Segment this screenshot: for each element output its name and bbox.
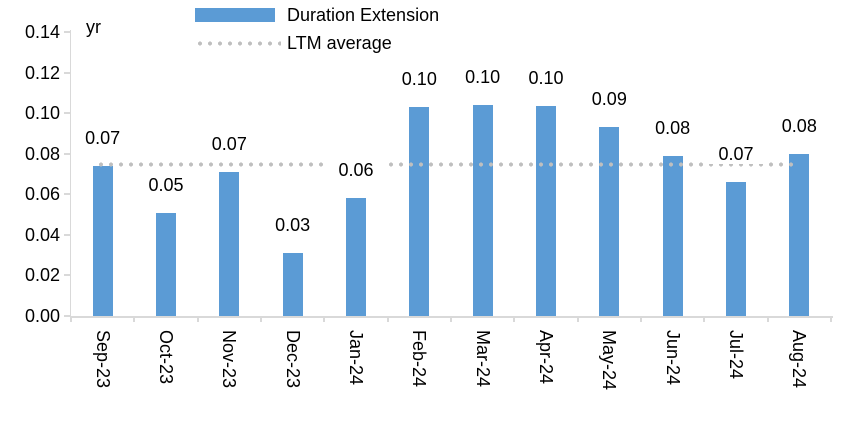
legend-label-ltm-average: LTM average	[287, 33, 392, 53]
x-axis-category-label: Jan-24	[346, 330, 366, 386]
dotted-line-swatch-icon	[195, 40, 281, 46]
bar-feb-24	[409, 107, 430, 316]
bar-oct-23	[156, 212, 176, 316]
y-axis-unit-label: yr	[86, 17, 101, 37]
bar-jun-24	[662, 155, 683, 316]
x-axis-category-label: Feb-24	[409, 330, 430, 388]
y-axis-tick-label: 0.12	[24, 62, 60, 83]
bar-series-swatch-icon	[195, 8, 275, 22]
x-axis-category-label: Nov-23	[219, 330, 240, 389]
x-axis-tick-mark	[766, 316, 769, 322]
bar-value-label: 0.06	[326, 160, 386, 181]
bar-value-label: 0.10	[452, 67, 513, 88]
x-axis-tick-mark	[576, 316, 579, 322]
y-axis-tick-mark	[64, 193, 70, 196]
bar-apr-24	[536, 106, 556, 316]
x-axis-category-label: Oct-23	[156, 330, 176, 385]
y-axis-tick-mark	[64, 315, 70, 317]
bar-jul-24	[726, 182, 746, 316]
x-axis-category-label: Jul-24	[726, 330, 746, 380]
bar-value-label: 0.09	[579, 89, 640, 110]
bar-value-label: 0.08	[642, 117, 703, 138]
y-axis-tick-label: 0.02	[24, 265, 60, 286]
bar-dec-23	[282, 253, 303, 316]
bar-value-label: 0.08	[769, 115, 830, 136]
ltm-average-line	[95, 161, 794, 167]
x-axis-tick-mark	[323, 316, 326, 322]
legend-item-duration-extension: Duration Extension	[195, 1, 439, 29]
x-axis-category-label: Apr-24	[536, 330, 556, 385]
y-axis-tick-label: 0.08	[24, 143, 60, 164]
legend-item-ltm-average: LTM average	[195, 29, 439, 57]
x-axis-tick-mark	[703, 316, 706, 322]
y-axis-tick-mark	[64, 31, 70, 33]
y-axis-line	[69, 30, 71, 316]
bar-value-label: 0.07	[706, 144, 766, 165]
bar-value-label: 0.03	[262, 215, 323, 236]
y-axis-tick-mark	[64, 112, 70, 115]
bar-aug-24	[789, 153, 810, 316]
bar-nov-23	[219, 171, 240, 316]
x-axis-category-label: May-24	[599, 330, 620, 391]
y-axis-tick-label: 0.06	[24, 184, 60, 205]
bar-value-label: 0.10	[389, 69, 450, 90]
bar-mar-24	[472, 105, 493, 316]
legend-label-duration-extension: Duration Extension	[287, 5, 440, 25]
x-axis-category-label: Jun-24	[662, 330, 683, 386]
x-axis-category-label: Sep-23	[92, 330, 113, 389]
x-axis-tick-mark	[450, 316, 452, 322]
x-axis-tick-mark	[260, 316, 262, 322]
chart-legend: Duration Extension LTM average	[195, 1, 439, 57]
bar-may-24	[599, 127, 620, 316]
x-axis-tick-mark	[133, 316, 136, 322]
x-axis-category-label: Aug-24	[789, 330, 810, 389]
x-axis-tick-mark	[830, 316, 832, 322]
bar-value-label: 0.07	[199, 133, 260, 154]
y-axis-tick-label: 0.00	[24, 306, 60, 326]
x-axis-tick-mark	[196, 316, 199, 322]
x-axis-tick-mark	[513, 316, 516, 322]
x-axis-tick-mark	[640, 316, 642, 322]
x-axis-tick-mark	[70, 316, 72, 322]
y-axis-tick-mark	[64, 71, 70, 74]
y-axis-tick-mark	[64, 152, 70, 155]
y-axis-tick-label: 0.10	[24, 103, 60, 124]
bar-value-label: 0.07	[72, 127, 133, 148]
y-axis-tick-mark	[64, 233, 70, 236]
x-axis-category-label: Dec-23	[282, 330, 303, 389]
x-axis-tick-mark	[386, 316, 389, 322]
x-axis-category-label: Mar-24	[472, 330, 493, 388]
y-axis-tick-mark	[64, 274, 70, 277]
y-axis-tick-label: 0.04	[24, 224, 60, 245]
bar-value-label: 0.10	[516, 68, 576, 89]
y-axis-tick-label: 0.14	[24, 22, 60, 42]
bar-jan-24	[346, 198, 366, 316]
bar-value-label: 0.05	[136, 174, 196, 195]
bar-sep-23	[92, 165, 113, 316]
